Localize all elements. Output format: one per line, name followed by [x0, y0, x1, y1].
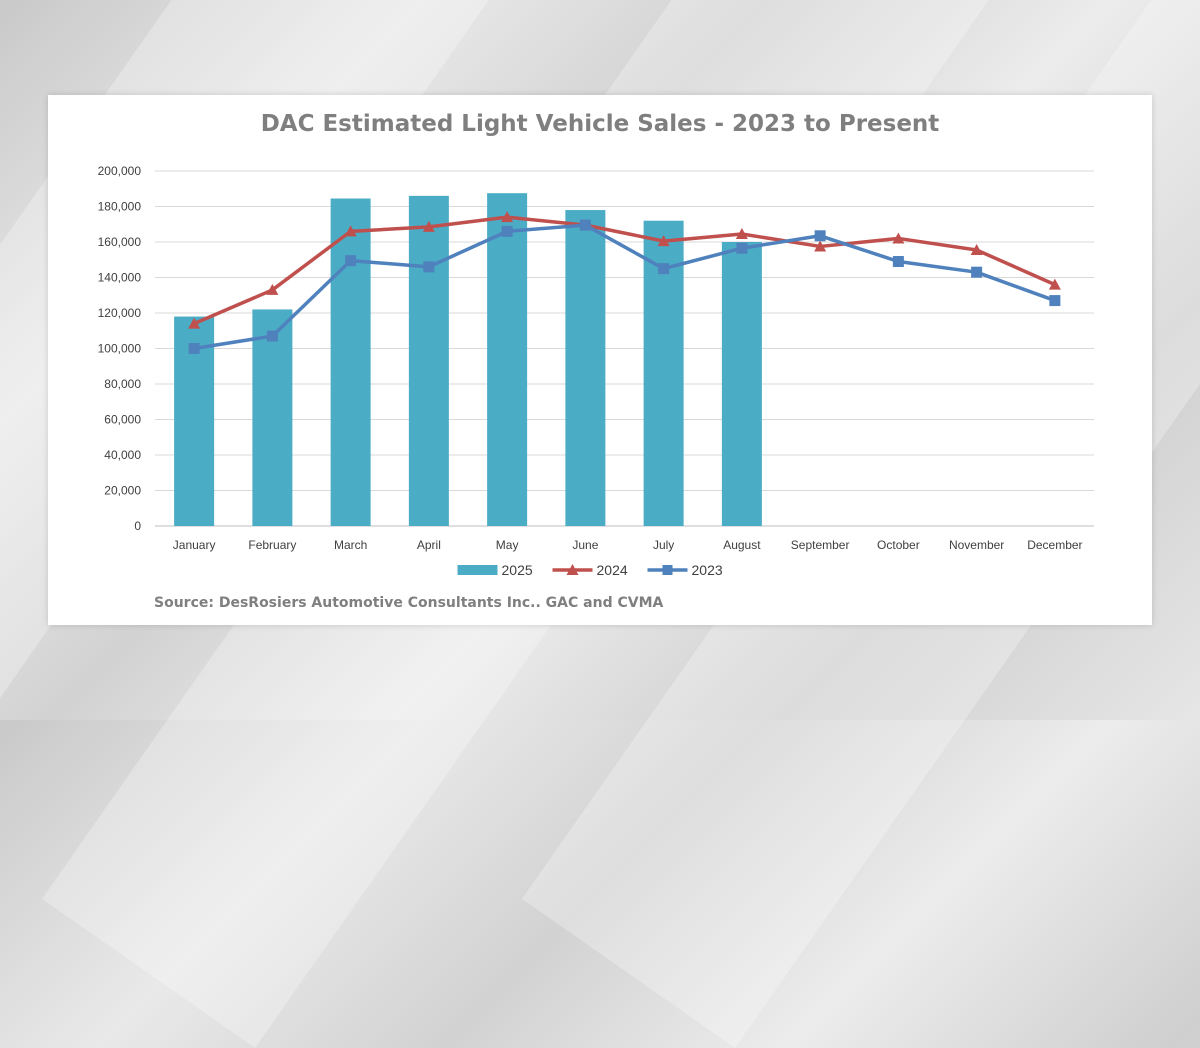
- x-tick-label: May: [496, 538, 519, 552]
- bar-2025: [408, 195, 449, 526]
- point-2024: [501, 211, 514, 223]
- x-tick-label: November: [949, 538, 1004, 552]
- x-tick-label: June: [572, 538, 598, 552]
- point-2023: [423, 261, 435, 273]
- point-2024: [1048, 278, 1061, 290]
- legend-label-2024: 2024: [597, 562, 628, 578]
- point-2024: [970, 243, 983, 255]
- y-tick-label: 100,000: [98, 342, 142, 356]
- legend-swatch-2025: [457, 565, 498, 575]
- point-2024: [266, 283, 279, 295]
- point-2023: [814, 230, 826, 242]
- y-tick-label: 20,000: [104, 484, 141, 498]
- point-2023: [579, 219, 591, 231]
- x-tick-label: February: [248, 538, 296, 552]
- line-2024: [193, 215, 1056, 326]
- y-tick-label: 80,000: [104, 377, 141, 391]
- y-tick-label: 140,000: [98, 271, 142, 285]
- bar-2025: [330, 198, 371, 526]
- chart-source: Source: DesRosiers Automotive Consultant…: [154, 595, 664, 611]
- line-2023: [193, 223, 1056, 351]
- point-2023: [892, 256, 904, 268]
- point-2024: [657, 235, 670, 247]
- bar-2025: [252, 309, 293, 526]
- y-tick-label: 60,000: [104, 413, 141, 427]
- point-2024: [422, 220, 435, 232]
- bar-2025: [565, 210, 606, 527]
- x-tick-label: September: [791, 538, 850, 552]
- x-tick-label: March: [334, 538, 367, 552]
- chart-title: DAC Estimated Light Vehicle Sales - 2023…: [260, 111, 940, 137]
- point-2024: [735, 228, 748, 240]
- legend-marker-2024: [566, 564, 579, 575]
- point-2024: [188, 317, 201, 329]
- legend-label-2025: 2025: [502, 562, 533, 578]
- point-2023: [266, 330, 278, 342]
- x-tick-label: April: [417, 538, 441, 552]
- point-2024: [344, 225, 357, 237]
- sales-chart: 0 20,000 40,000 60,000 80,000 100,000 120,000 1…: [98, 164, 1094, 578]
- point-2023: [971, 266, 983, 278]
- y-tick-label: 200,000: [98, 164, 142, 178]
- chart-card: DAC Estimated Light Vehicle Sales - 2023…: [48, 95, 1152, 625]
- point-2024: [892, 232, 905, 244]
- y-tick-label: 180,000: [98, 200, 142, 214]
- legend-marker-2023: [662, 565, 673, 575]
- point-2023: [736, 242, 748, 254]
- y-tick-label: 0: [134, 519, 141, 533]
- point-2023: [501, 225, 513, 237]
- point-2023: [1049, 295, 1061, 307]
- bar-2025: [721, 242, 762, 526]
- point-2023: [345, 255, 357, 267]
- x-tick-label: December: [1027, 538, 1082, 552]
- legend-label-2023: 2023: [692, 562, 723, 578]
- point-2024: [814, 240, 827, 252]
- x-tick-label: July: [653, 538, 674, 552]
- y-tick-label: 160,000: [98, 235, 142, 249]
- y-tick-label: 40,000: [104, 448, 141, 462]
- point-2023: [188, 343, 200, 354]
- x-tick-label: January: [173, 538, 216, 552]
- y-tick-label: 120,000: [98, 306, 142, 320]
- bar-2025: [487, 193, 528, 526]
- x-tick-label: October: [877, 538, 920, 552]
- point-2023: [658, 263, 670, 275]
- x-tick-label: August: [723, 538, 761, 552]
